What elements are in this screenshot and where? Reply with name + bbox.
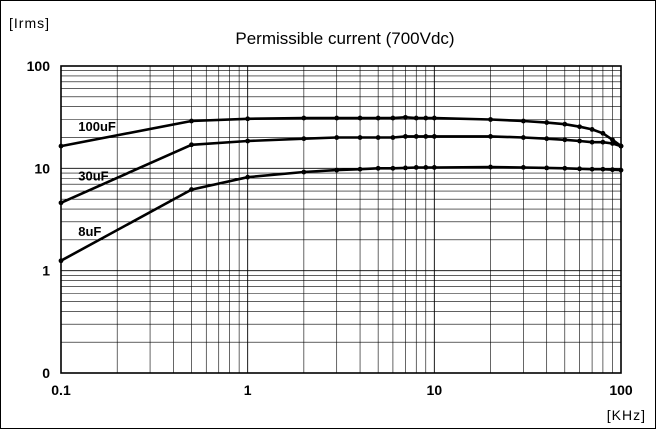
y-unit-label: [Irms] (9, 15, 50, 31)
grid (61, 66, 621, 373)
data-point (600, 166, 606, 172)
data-point (390, 135, 396, 140)
data-point (610, 141, 615, 146)
x-tick-label: 10 (427, 382, 443, 398)
data-point (403, 165, 408, 171)
data-point (58, 258, 64, 264)
data-point (301, 115, 307, 121)
series-100uf: 100uF (58, 114, 624, 149)
data-point (390, 165, 396, 171)
data-point (600, 130, 606, 136)
data-point (520, 165, 526, 170)
data-point (245, 138, 251, 144)
data-point (610, 137, 615, 143)
data-point (600, 139, 606, 145)
x-tick-label: 100 (609, 382, 633, 398)
data-point (390, 115, 396, 121)
data-point (334, 167, 340, 173)
data-point (544, 165, 550, 171)
data-point (413, 115, 419, 121)
data-point (413, 134, 419, 139)
series-30uf: 30uF (58, 134, 624, 206)
x-tick-label: 0.1 (51, 382, 71, 398)
data-point (562, 165, 568, 171)
data-point (618, 167, 624, 173)
data-point (357, 135, 363, 140)
data-point (357, 115, 363, 121)
data-point (610, 167, 615, 173)
data-point (423, 165, 429, 170)
data-point (520, 135, 526, 140)
data-point (562, 137, 568, 143)
data-point (431, 165, 437, 170)
data-point (58, 200, 64, 206)
data-point (375, 135, 381, 140)
chart-title: Permissible current (700Vdc) (235, 29, 454, 48)
data-point (423, 134, 429, 139)
data-point (618, 143, 624, 149)
data-point (520, 118, 526, 124)
data-point (544, 120, 550, 125)
data-point (189, 142, 194, 148)
data-point (413, 165, 419, 170)
data-point (403, 114, 408, 120)
data-point (577, 124, 582, 130)
data-point (301, 169, 307, 175)
data-point (301, 136, 307, 142)
y-tick-label: 1 (42, 263, 50, 279)
series-label: 30uF (78, 169, 108, 184)
data-point (589, 127, 595, 132)
data-point (189, 118, 194, 124)
data-point (562, 121, 568, 127)
data-point (488, 117, 493, 122)
data-point (544, 136, 550, 142)
series-group: 100uF 30uF 8uF (58, 114, 624, 264)
y-tick-label: 10 (34, 160, 50, 176)
data-point (375, 115, 381, 121)
series-label: 8uF (78, 224, 101, 239)
data-point (245, 174, 251, 180)
data-point (577, 166, 582, 172)
data-point (357, 166, 363, 172)
data-point (245, 116, 251, 122)
series-line (60, 165, 622, 262)
data-point (488, 134, 493, 139)
tick-labels: 0.1 1 10 100 0 1 10 100 (27, 58, 633, 398)
data-point (423, 115, 429, 121)
x-tick-label: 1 (244, 382, 252, 398)
data-point (58, 143, 64, 149)
data-point (189, 187, 194, 192)
data-point (334, 115, 340, 121)
series-8uf: 8uF (58, 164, 624, 264)
y-tick-label: 100 (27, 58, 51, 74)
data-point (488, 164, 493, 170)
plot-border (60, 65, 622, 374)
series-label: 100uF (78, 119, 116, 134)
x-unit-label: [KHz] (607, 407, 646, 423)
data-point (431, 134, 437, 139)
data-point (375, 165, 381, 171)
data-point (589, 139, 595, 145)
data-point (589, 166, 595, 172)
data-point (577, 138, 582, 144)
data-point (403, 134, 408, 139)
data-point (334, 135, 340, 140)
data-point (431, 115, 437, 121)
series-line (60, 116, 622, 148)
y-tick-label: 0 (42, 365, 50, 381)
